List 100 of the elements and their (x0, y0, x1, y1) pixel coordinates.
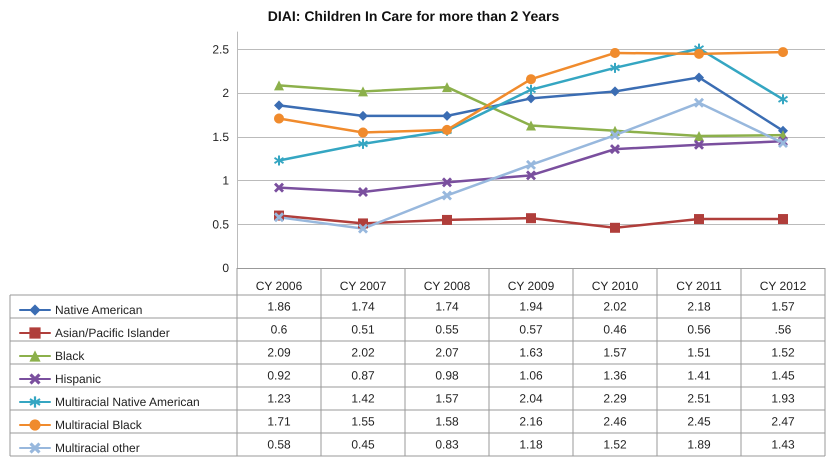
data-label: 1.43 (771, 438, 795, 452)
data-label: 0.92 (267, 368, 291, 382)
x-tick-label: CY 2009 (508, 279, 555, 293)
x-tick-label: CY 2012 (760, 279, 807, 293)
point (442, 82, 452, 92)
data-label: 0.6 (270, 322, 288, 336)
data-label: 2.16 (519, 414, 543, 428)
data-label: 0.45 (351, 438, 375, 452)
point (694, 48, 704, 59)
point (358, 224, 368, 234)
x-tick-label: CY 2007 (340, 279, 387, 293)
point (610, 48, 620, 58)
legend-label: Native American (55, 303, 142, 317)
legend-label: Multiracial other (55, 441, 140, 455)
data-label: 1.45 (771, 368, 795, 382)
data-label: 1.57 (435, 392, 459, 406)
point (694, 72, 704, 82)
data-label: 0.51 (351, 322, 375, 336)
point (526, 93, 536, 104)
data-label: 1.86 (267, 300, 291, 314)
point (610, 144, 620, 154)
point (610, 222, 620, 233)
data-label: 2.45 (687, 414, 711, 428)
data-label: 0.98 (435, 368, 459, 382)
data-label: 1.57 (771, 300, 795, 314)
point (358, 128, 368, 138)
data-label: 2.07 (435, 346, 459, 360)
point (610, 86, 620, 96)
point (610, 62, 620, 73)
data-label: 2.02 (603, 300, 627, 314)
point (694, 214, 704, 224)
data-label: 1.55 (351, 414, 375, 428)
point (442, 110, 452, 121)
legend-label: Hispanic (55, 372, 102, 386)
data-label: 0.46 (603, 322, 627, 336)
point (274, 114, 284, 124)
point (526, 84, 536, 95)
point (526, 160, 536, 170)
data-label: 1.57 (603, 346, 627, 360)
data-label: 0.57 (519, 322, 543, 336)
point (358, 110, 368, 121)
point (526, 74, 536, 84)
y-tick-label: 2.5 (212, 42, 230, 56)
data-label: 1.36 (603, 368, 627, 382)
point (358, 86, 368, 96)
point (274, 80, 284, 90)
point (526, 120, 536, 131)
data-label: 1.94 (519, 300, 543, 314)
data-label: 2.47 (771, 414, 795, 428)
data-label: 2.51 (687, 392, 711, 406)
x-tick-label: CY 2006 (256, 279, 303, 293)
data-label: 2.02 (351, 346, 375, 360)
data-label: 1.71 (267, 414, 291, 428)
data-label: .56 (774, 322, 792, 336)
data-label: 1.23 (267, 392, 291, 406)
data-label: 2.04 (519, 392, 543, 406)
point (526, 170, 536, 180)
point (694, 131, 704, 142)
y-tick-label: 0.5 (212, 217, 230, 232)
point (274, 100, 284, 110)
chart-title: DIAI: Children In Care for more than 2 Years (268, 8, 560, 24)
data-label: 2.09 (267, 346, 291, 360)
y-tick-label: 2 (222, 86, 230, 100)
legend-label: Multiracial Black (55, 418, 143, 432)
point (442, 214, 452, 225)
x-tick-label: CY 2010 (592, 279, 639, 293)
data-label: 0.56 (687, 322, 711, 336)
point (694, 98, 704, 108)
data-label: 2.18 (687, 300, 711, 314)
data-label: 1.06 (519, 368, 543, 382)
data-label: 2.29 (603, 392, 627, 406)
data-label: 1.51 (687, 346, 711, 360)
y-tick-label: 1.5 (212, 130, 230, 144)
data-label: 2.46 (603, 414, 627, 428)
data-label: 0.55 (435, 322, 459, 336)
legend-label: Asian/Pacific Islander (55, 326, 170, 340)
data-label: 0.58 (267, 438, 291, 452)
data-label: 1.41 (687, 368, 711, 382)
y-tick-label: 0 (222, 261, 230, 275)
x-tick-label: CY 2008 (424, 279, 471, 293)
data-label: 1.74 (351, 300, 375, 314)
data-label: 1.63 (519, 346, 543, 360)
data-label: 1.74 (435, 300, 459, 314)
data-label: 1.93 (771, 392, 795, 406)
point (778, 94, 788, 104)
data-label: 1.52 (771, 346, 795, 360)
point (610, 130, 620, 140)
legend-label: Multiracial Native American (55, 395, 200, 409)
x-tick-label: CY 2011 (676, 279, 722, 293)
point (442, 177, 452, 188)
data-label: 1.89 (687, 438, 711, 452)
point (778, 47, 788, 58)
data-label: 0.87 (351, 368, 375, 382)
legend-label: Black (55, 349, 86, 363)
point (358, 186, 368, 197)
data-label: 1.52 (603, 438, 627, 452)
point (358, 138, 368, 149)
y-tick-label: 1 (222, 174, 230, 188)
point (274, 155, 284, 166)
data-label: 1.18 (519, 438, 543, 452)
